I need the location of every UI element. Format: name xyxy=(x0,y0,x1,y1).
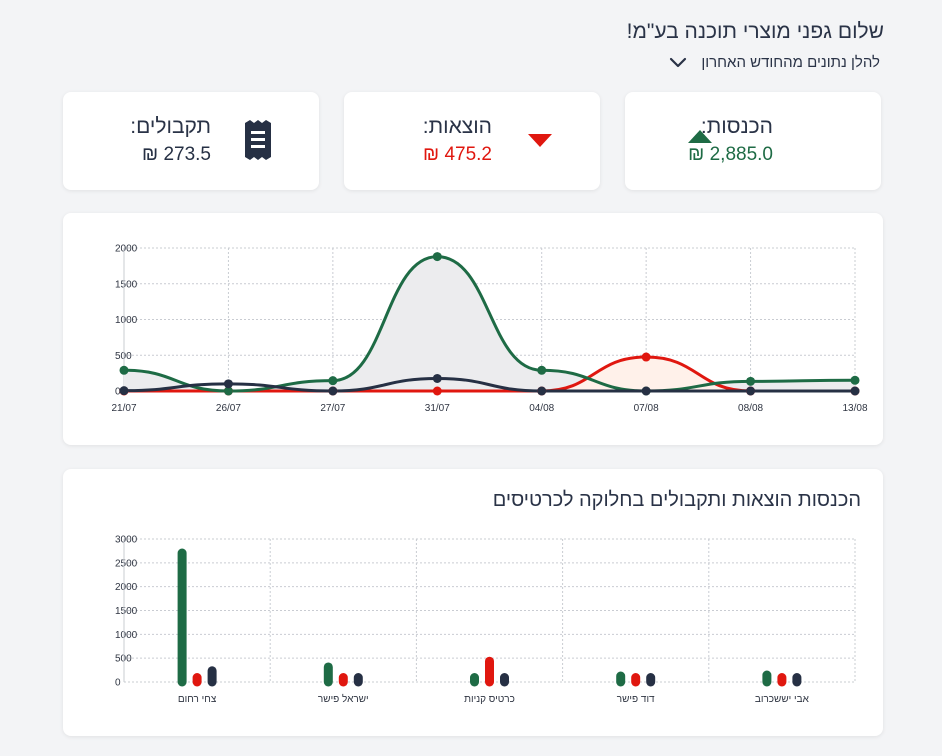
timeline-x-tick: 31/07 xyxy=(425,403,450,414)
income-card: הכנסות: 2,885.0 ₪ xyxy=(625,92,881,190)
timeline-series-line-2 xyxy=(123,376,855,393)
bar-0 xyxy=(470,673,479,687)
timeline-area-1 xyxy=(124,357,855,391)
expenses-label: הוצאות: xyxy=(422,115,492,138)
receipts-label: תקבולים: xyxy=(130,115,211,138)
bar-0 xyxy=(323,662,333,687)
bar-y-tick: 1000 xyxy=(115,630,138,641)
timeline-y-tick: 0 xyxy=(115,387,121,398)
bar-1 xyxy=(777,673,787,687)
timeline-point xyxy=(328,376,338,386)
bar-x-tick: צחי רחום xyxy=(178,694,217,705)
timeline-point xyxy=(746,376,756,386)
timeline-point xyxy=(641,386,651,396)
timeline-series-line-0 xyxy=(123,255,856,393)
bar-y-tick: 3000 xyxy=(115,535,138,546)
bar-y-tick: 1500 xyxy=(115,606,138,617)
timeline-point xyxy=(432,386,442,396)
timeline-point xyxy=(432,252,442,262)
bar-0 xyxy=(177,548,187,687)
bar-x-tick: כרטיס קניות xyxy=(464,694,515,705)
timeline-y-tick: 1000 xyxy=(115,315,138,326)
timeline-point xyxy=(223,386,233,396)
cards-chart-title: הכנסות הוצאות ותקבולים בחלוקה לכרטיסים xyxy=(492,489,861,511)
timeline-x-tick: 26/07 xyxy=(216,403,241,414)
timeline-point xyxy=(850,375,860,385)
receipt-icon xyxy=(245,120,271,160)
timeline-x-tick: 04/08 xyxy=(529,403,554,414)
timeline-point xyxy=(223,379,233,389)
cards-breakdown-card: הכנסות הוצאות ותקבולים בחלוקה לכרטיסים 0… xyxy=(63,469,883,736)
bar-1 xyxy=(338,673,348,687)
timeline-point xyxy=(746,386,756,396)
receipts-card: תקבולים: 273.5 ₪ xyxy=(63,92,319,190)
timeline-chart-card: 0 500 1000 1500 2000 21/07 26/07 27/07 31/07 04/0… xyxy=(63,213,883,445)
timeline-point xyxy=(432,373,442,383)
timeline-point xyxy=(119,365,129,375)
bar-y-tick: 2000 xyxy=(115,582,138,593)
timeline-x-tick: 08/08 xyxy=(738,403,763,414)
timeline-y-tick: 1500 xyxy=(115,279,138,290)
bar-0 xyxy=(762,670,772,687)
bar-x-tick: ישראל פישר xyxy=(318,693,369,705)
income-label: הכנסות: xyxy=(700,115,773,138)
bar-x-tick: דוד פישר xyxy=(617,694,655,705)
timeline-point xyxy=(850,386,860,396)
bar-y-tick: 2500 xyxy=(115,558,138,569)
timeline-x-tick: 21/07 xyxy=(111,403,136,414)
arrow-down-icon xyxy=(528,134,552,147)
page-greeting: שלום גפני מוצרי תוכנה בע"מ! xyxy=(626,20,884,43)
bar-2 xyxy=(646,673,656,687)
date-range-select[interactable]: להלן נתונים מהחודש האחרון xyxy=(669,54,880,71)
expenses-card: הוצאות: 475.2 ₪ xyxy=(344,92,600,190)
timeline-area-0 xyxy=(124,256,855,391)
timeline-x-tick: 07/08 xyxy=(634,403,659,414)
arrow-up-icon xyxy=(688,130,712,143)
timeline-point xyxy=(328,386,338,396)
bar-1 xyxy=(485,656,494,687)
income-value: 2,885.0 ₪ xyxy=(688,144,773,165)
bar-1 xyxy=(631,673,641,687)
bar-1 xyxy=(192,673,202,687)
receipts-value: 273.5 ₪ xyxy=(142,144,211,165)
bar-x-tick: אבי יששכרוב xyxy=(755,694,810,705)
timeline-y-tick: 2000 xyxy=(115,244,138,255)
date-range-label: להלן נתונים מהחודש האחרון xyxy=(701,54,880,71)
bar-y-tick: 0 xyxy=(115,678,121,689)
bar-2 xyxy=(207,666,217,687)
bar-2 xyxy=(792,673,802,687)
expenses-value: 475.2 ₪ xyxy=(423,144,492,165)
timeline-point xyxy=(119,386,129,396)
timeline-x-tick: 13/08 xyxy=(842,403,867,414)
timeline-point xyxy=(537,365,547,375)
timeline-point xyxy=(537,386,547,396)
bar-2 xyxy=(500,673,509,687)
timeline-x-tick: 27/07 xyxy=(320,403,345,414)
bar-2 xyxy=(353,673,363,687)
timeline-point xyxy=(641,352,651,362)
bar-0 xyxy=(616,671,626,687)
chevron-down-icon xyxy=(670,57,687,67)
